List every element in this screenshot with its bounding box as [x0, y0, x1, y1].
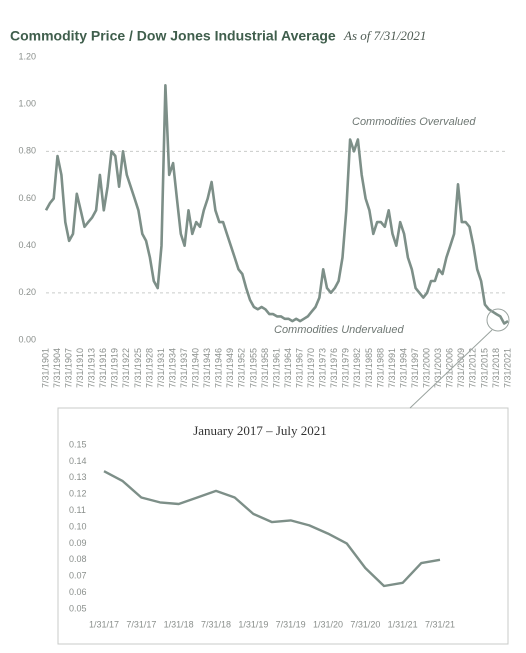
x-tick-label: 7/31/1919 — [110, 348, 120, 388]
x-tick-label: 7/31/17 — [126, 619, 156, 629]
y-tick-label: 0.08 — [69, 554, 87, 564]
y-tick-label: 1.20 — [18, 51, 36, 61]
x-tick-label: 7/31/1958 — [260, 348, 270, 388]
x-tick-label: 7/31/1910 — [75, 348, 85, 388]
x-tick-label: 1/31/18 — [164, 619, 194, 629]
x-tick-label: 7/31/1961 — [271, 348, 281, 388]
y-tick-label: 0.10 — [69, 521, 87, 531]
x-tick-label: 7/31/18 — [201, 619, 231, 629]
x-tick-label: 7/31/1949 — [225, 348, 235, 388]
x-tick-label: 7/31/1946 — [214, 348, 224, 388]
x-tick-label: 7/31/2000 — [422, 348, 432, 388]
y-tick-label: 0.15 — [69, 439, 87, 449]
y-tick-label: 0.20 — [18, 287, 36, 297]
x-tick-label: 7/31/1901 — [40, 348, 50, 388]
x-tick-label: 7/31/1913 — [87, 348, 97, 388]
x-tick-label: 7/31/1955 — [248, 348, 258, 388]
x-tick-label: 7/31/2006 — [445, 348, 455, 388]
x-tick-label: 7/31/1982 — [352, 348, 362, 388]
x-tick-label: 7/31/1994 — [398, 348, 408, 388]
annotation: Commodities Undervalued — [274, 324, 404, 336]
x-tick-label: 7/31/2015 — [479, 348, 489, 388]
line — [103, 470, 441, 588]
y-tick-label: 0.00 — [18, 334, 36, 344]
line — [44, 84, 509, 325]
x-tick-label: 1/31/17 — [89, 619, 119, 629]
chart-subtitle: As of 7/31/2021 — [343, 28, 426, 43]
connector — [409, 329, 493, 409]
x-tick-label: 1/31/21 — [388, 619, 418, 629]
x-tick-label: 7/31/2003 — [433, 348, 443, 388]
x-tick-label: 7/31/1976 — [329, 348, 339, 388]
x-tick-label: 7/31/1967 — [294, 348, 304, 388]
x-tick-label: 7/31/1964 — [283, 348, 293, 388]
y-tick-label: 0.07 — [69, 571, 87, 581]
x-tick-label: 7/31/2012 — [468, 348, 478, 388]
y-tick-label: 0.06 — [69, 587, 87, 597]
x-tick-label: 7/31/2021 — [502, 348, 512, 388]
x-tick-label: 7/31/1922 — [121, 348, 131, 388]
y-tick-label: 0.09 — [69, 538, 87, 548]
x-tick-label: 7/31/2018 — [491, 348, 501, 388]
y-tick-label: 0.05 — [69, 603, 87, 613]
x-tick-label: 7/31/1928 — [144, 348, 154, 388]
x-tick-label: 7/31/1991 — [387, 348, 397, 388]
x-tick-label: 1/31/20 — [313, 619, 343, 629]
y-tick-label: 0.13 — [69, 472, 87, 482]
x-tick-label: 7/31/1907 — [63, 348, 73, 388]
x-tick-label: 7/31/1940 — [191, 348, 201, 388]
x-tick-label: 7/31/1985 — [364, 348, 374, 388]
x-tick-label: 7/31/1934 — [167, 348, 177, 388]
y-tick-label: 1.00 — [18, 99, 36, 109]
x-tick-label: 7/31/1979 — [341, 348, 351, 388]
x-tick-label: 7/31/21 — [425, 619, 455, 629]
x-tick-label: 7/31/1904 — [52, 348, 62, 388]
inset-frame — [57, 407, 509, 645]
y-tick-label: 0.12 — [69, 489, 87, 499]
x-tick-label: 7/31/1973 — [318, 348, 328, 388]
x-tick-label: 7/31/19 — [276, 619, 306, 629]
x-tick-label: 7/31/1925 — [133, 348, 143, 388]
x-tick-label: 7/31/1988 — [375, 348, 385, 388]
x-tick-label: 7/31/1952 — [237, 348, 247, 388]
inset-title: January 2017 – July 2021 — [193, 423, 327, 438]
x-tick-label: 7/31/1970 — [306, 348, 316, 388]
y-tick-label: 0.60 — [18, 193, 36, 203]
x-tick-label: 7/31/2009 — [456, 348, 466, 388]
y-tick-label: 0.11 — [69, 505, 86, 515]
x-tick-label: 7/31/1916 — [98, 348, 108, 388]
x-tick-label: 7/31/1937 — [179, 348, 189, 388]
x-tick-label: 7/31/1997 — [410, 348, 420, 388]
chart-title: Commodity Price / Dow Jones Industrial A… — [10, 28, 336, 44]
y-tick-label: 0.40 — [18, 240, 36, 250]
x-tick-label: 1/31/19 — [238, 619, 268, 629]
x-tick-label: 7/31/1943 — [202, 348, 212, 388]
y-tick-label: 0.14 — [69, 456, 87, 466]
highlight-circle — [486, 308, 510, 332]
x-tick-label: 7/31/1931 — [156, 348, 166, 388]
x-tick-label: 7/31/20 — [350, 619, 380, 629]
annotation: Commodities Overvalued — [352, 116, 476, 128]
y-tick-label: 0.80 — [18, 146, 36, 156]
